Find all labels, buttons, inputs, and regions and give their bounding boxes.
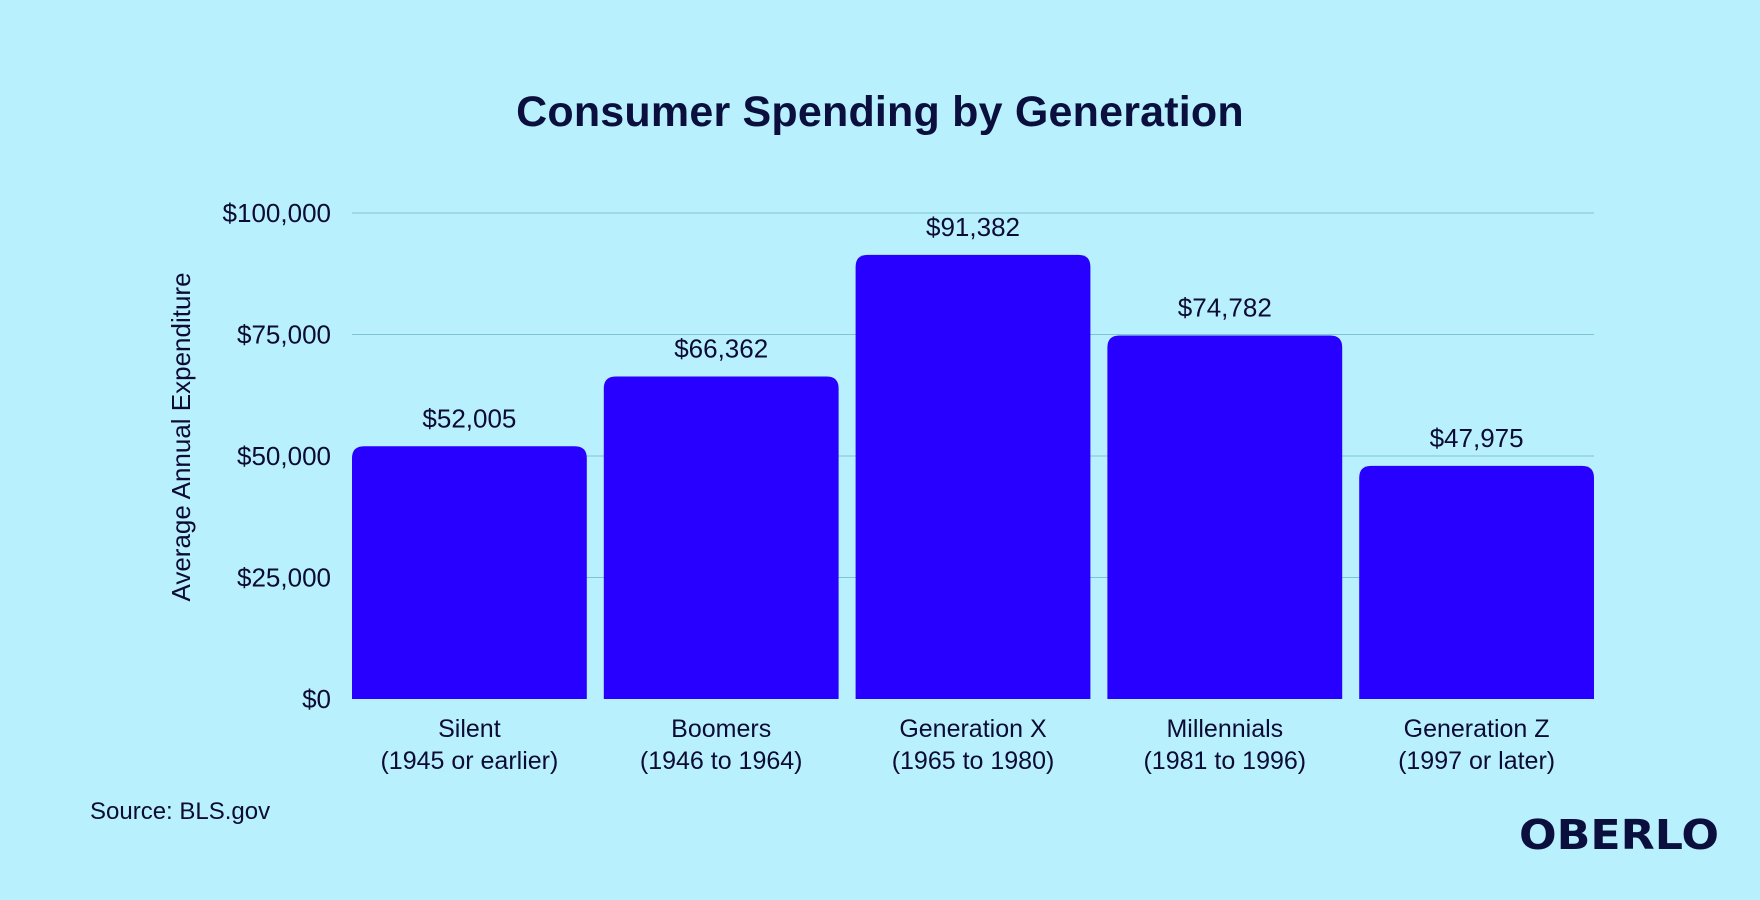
data-label: $66,362 bbox=[674, 333, 768, 363]
y-tick-label: $50,000 bbox=[237, 441, 331, 471]
y-tick-label: $75,000 bbox=[237, 320, 331, 350]
data-label: $74,782 bbox=[1178, 293, 1272, 323]
x-tick-label: Generation Z bbox=[1404, 715, 1550, 743]
bar bbox=[1107, 335, 1343, 699]
oberlo-logo: OBERLO bbox=[1519, 814, 1719, 856]
bar bbox=[1359, 465, 1594, 699]
chart-title: Consumer Spending by Generation bbox=[516, 88, 1244, 136]
x-tick-sublabel: (1946 to 1964) bbox=[640, 747, 803, 775]
logo-text: OBERLO bbox=[1519, 814, 1719, 856]
x-tick-sublabel: (1981 to 1996) bbox=[1143, 747, 1306, 775]
x-tick-label: Generation X bbox=[899, 715, 1047, 743]
data-label: $52,005 bbox=[422, 403, 516, 433]
y-tick-label: $25,000 bbox=[237, 563, 331, 593]
data-label: $91,382 bbox=[926, 212, 1020, 242]
bar bbox=[855, 254, 1091, 699]
y-tick-label: $0 bbox=[302, 684, 331, 714]
x-tick-label: Boomers bbox=[671, 715, 771, 743]
y-axis-label: Average Annual Expenditure bbox=[166, 272, 196, 601]
x-tick-label: Millennials bbox=[1166, 715, 1283, 743]
x-tick-sublabel: (1965 to 1980) bbox=[892, 747, 1055, 775]
y-tick-label: $100,000 bbox=[223, 198, 331, 228]
bar bbox=[352, 446, 587, 699]
x-tick-label: Silent bbox=[438, 715, 501, 743]
source-note: Source: BLS.gov bbox=[90, 798, 271, 825]
bar bbox=[603, 376, 839, 699]
x-tick-sublabel: (1945 or earlier) bbox=[380, 747, 558, 775]
x-tick-sublabel: (1997 or later) bbox=[1398, 747, 1555, 775]
data-label: $47,975 bbox=[1430, 423, 1524, 453]
